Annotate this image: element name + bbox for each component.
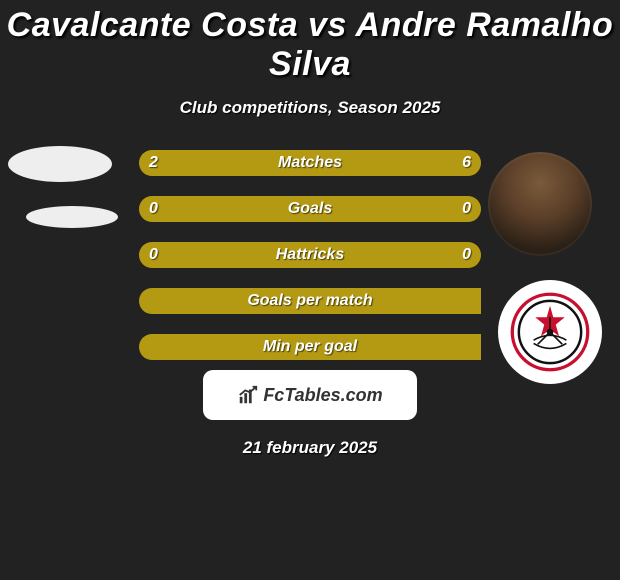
fctables-badge[interactable]: FcTables.com <box>203 370 417 420</box>
club-right-logo <box>498 280 602 384</box>
stat-bar-value-right: 0 <box>462 196 471 222</box>
stat-bar-label: Min per goal <box>139 334 481 360</box>
club-left-logo-placeholder <box>26 206 118 228</box>
player-right-avatar <box>488 152 592 256</box>
stat-bar-value-left: 2 <box>149 150 158 176</box>
comparison-area: Matches26Goals00Hattricks00Goals per mat… <box>0 118 620 558</box>
stat-bar-goals-per-match: Goals per match <box>139 288 481 314</box>
page-subtitle: Club competitions, Season 2025 <box>0 98 620 118</box>
comparison-bars: Matches26Goals00Hattricks00Goals per mat… <box>139 150 481 380</box>
stat-bar-value-right: 0 <box>462 242 471 268</box>
stat-bar-min-per-goal: Min per goal <box>139 334 481 360</box>
stat-bar-label: Hattricks <box>139 242 481 268</box>
chart-icon <box>237 384 259 406</box>
page-title: Cavalcante Costa vs Andre Ramalho Silva <box>0 0 620 84</box>
player-left-avatar-placeholder <box>8 146 112 182</box>
stat-bar-label: Goals <box>139 196 481 222</box>
corinthians-crest-icon <box>509 291 591 373</box>
stat-bar-value-left: 0 <box>149 242 158 268</box>
stat-bar-value-right: 6 <box>462 150 471 176</box>
comparison-date: 21 february 2025 <box>0 438 620 458</box>
fctables-badge-text: FcTables.com <box>263 385 382 406</box>
stat-bar-goals: Goals0 0 <box>139 196 481 222</box>
stat-bar-matches: Matches2 6 <box>139 150 481 176</box>
stat-bar-hattricks: Hattricks0 0 <box>139 242 481 268</box>
stat-bar-label: Matches <box>139 150 481 176</box>
stat-bar-value-left: 0 <box>149 196 158 222</box>
stat-bar-label: Goals per match <box>139 288 481 314</box>
